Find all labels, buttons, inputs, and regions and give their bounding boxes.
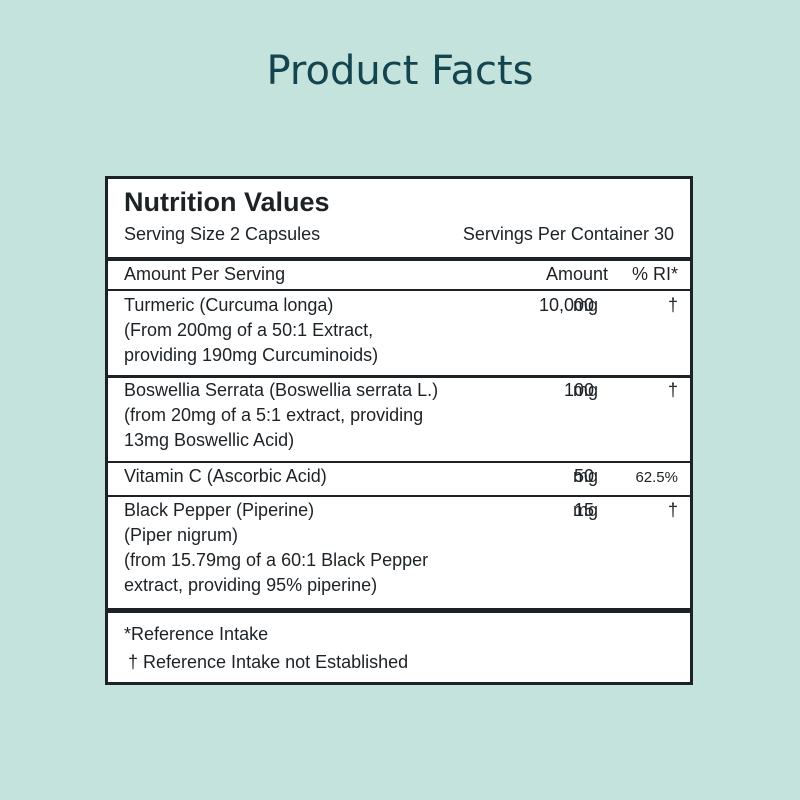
ingredient-line: (from 15.79mg of a 60:1 Black Pepper — [124, 550, 429, 570]
page-title: Product Facts — [266, 48, 534, 94]
ingredient-line: (From 200mg of a 50:1 Extract, — [124, 320, 374, 340]
unit: mg — [573, 500, 599, 520]
ingredient-line: Black Pepper (Piperine) — [124, 500, 315, 520]
divider — [108, 257, 690, 261]
divider — [108, 608, 690, 613]
serving-size: Serving Size 2 Capsules — [124, 224, 321, 244]
ingredient-line: (from 20mg of a 5:1 extract, providing — [124, 405, 424, 425]
column-header: Amount Per Serving — [124, 264, 286, 284]
ingredient-line: Boswellia Serrata (Boswellia serrata L.) — [124, 380, 439, 400]
ri: † — [667, 500, 678, 520]
divider — [108, 289, 690, 291]
divider — [108, 375, 690, 378]
unit: mg — [573, 466, 599, 486]
ingredient-line: Turmeric (Curcuma longa) — [124, 295, 334, 315]
ri: † — [667, 380, 678, 400]
divider — [108, 461, 690, 463]
column-header: Amount — [545, 264, 608, 284]
servings-per-container: Servings Per Container 30 — [462, 224, 674, 244]
unit: mg — [573, 295, 599, 315]
unit: mg — [573, 380, 599, 400]
ingredient-line: 13mg Boswellic Acid) — [124, 430, 295, 450]
footnote: *Reference Intake — [124, 624, 269, 644]
ingredient-line: (Piper nigrum) — [124, 525, 239, 545]
ri: † — [667, 295, 678, 315]
panel-title: Nutrition Values — [124, 187, 330, 217]
ingredient-line: Vitamin C (Ascorbic Acid) — [124, 466, 327, 486]
amount: 50 — [573, 466, 594, 486]
ri: 62.5% — [635, 469, 678, 486]
footnote: † Reference Intake not Established — [128, 652, 409, 672]
amount: 100 — [563, 380, 594, 400]
amount: 15 — [573, 500, 594, 520]
ingredient-line: providing 190mg Curcuminoids) — [124, 345, 379, 365]
facts-panel: Nutrition Values Serving Size 2 Capsules… — [105, 176, 693, 685]
amount: 10,000 — [538, 295, 594, 315]
column-header: % RI* — [631, 264, 678, 284]
ingredient-line: extract, providing 95% piperine) — [124, 575, 378, 595]
divider — [108, 495, 690, 497]
